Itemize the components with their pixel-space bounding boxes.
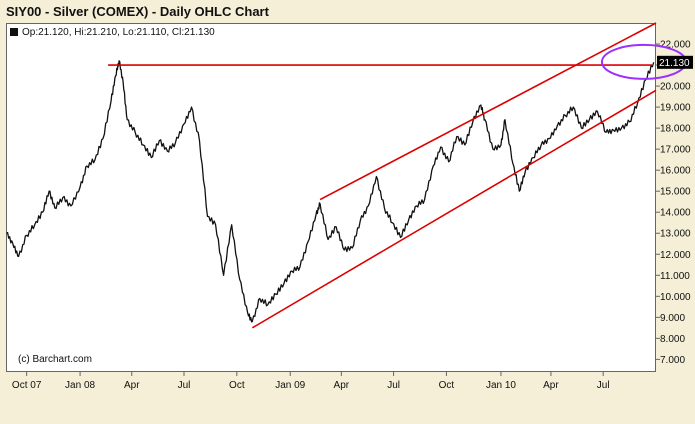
y-tick-label: 8.000 [660, 334, 685, 345]
last-price-badge [657, 55, 693, 69]
last-price-label: 21.130 [659, 58, 690, 69]
x-tick-label: Jan 09 [275, 380, 305, 391]
y-tick-label: 18.000 [660, 124, 691, 135]
x-tick-label: Oct 07 [12, 380, 42, 391]
y-tick-label: 22.000 [660, 40, 691, 51]
black-square-icon [10, 28, 18, 36]
copyright-credit: (c) Barchart.com [18, 354, 92, 365]
y-tick-label: 11.000 [660, 271, 690, 282]
trend-channel-line [251, 89, 657, 329]
y-tick-label: 12.000 [660, 250, 691, 261]
y-tick-label: 7.000 [660, 355, 685, 366]
ohlc-legend: Op:21.120, Hi:21.210, Lo:21.110, Cl:21.1… [10, 27, 215, 38]
y-tick-label: 16.000 [660, 166, 691, 177]
chart-title: SIY00 - Silver (COMEX) - Daily OHLC Char… [6, 4, 269, 19]
x-tick-label: Jul [178, 380, 191, 391]
y-tick-label: 13.000 [660, 229, 691, 240]
x-tick-label: Jul [387, 380, 400, 391]
price-series-line [6, 60, 655, 323]
y-tick-label: 19.000 [660, 103, 691, 114]
x-tick-label: Apr [124, 380, 140, 391]
y-tick-label: 9.000 [660, 313, 685, 324]
x-tick-label: Apr [334, 380, 350, 391]
y-tick-label: 14.000 [660, 208, 691, 219]
x-tick-label: Jan 08 [65, 380, 95, 391]
y-tick-label: 20.000 [660, 82, 691, 93]
y-tick-label: 17.000 [660, 145, 691, 156]
y-tick-label: 15.000 [660, 187, 691, 198]
x-tick-label: Oct [439, 380, 455, 391]
x-tick-label: Jan 10 [486, 380, 516, 391]
ohlc-values: Op:21.120, Hi:21.210, Lo:21.110, Cl:21.1… [22, 27, 215, 38]
x-tick-label: Apr [543, 380, 559, 391]
x-tick-label: Jul [597, 380, 610, 391]
y-tick-label: 10.000 [660, 292, 691, 303]
trend-channel-line [319, 22, 657, 201]
x-tick-label: Oct [229, 380, 245, 391]
